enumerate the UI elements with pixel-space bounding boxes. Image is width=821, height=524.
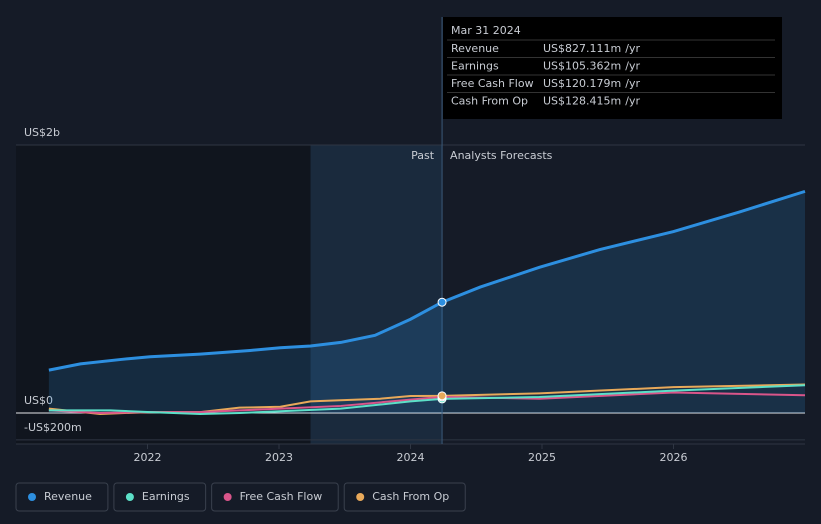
tooltip-label: Cash From Op <box>451 95 528 108</box>
tooltip-unit: /yr <box>625 77 640 90</box>
tooltip-label: Earnings <box>451 60 499 73</box>
legend-swatch[interactable] <box>223 493 232 501</box>
recent-past-region <box>310 145 443 444</box>
x-tick-label: 2022 <box>134 451 162 464</box>
legend-label[interactable]: Revenue <box>44 490 92 503</box>
legend-item[interactable] <box>343 482 466 512</box>
y-tick-label: US$0 <box>24 394 53 407</box>
x-tick-label: 2023 <box>265 451 293 464</box>
legend-label[interactable]: Cash From Op <box>372 490 449 503</box>
x-tick-label: 2026 <box>660 451 688 464</box>
legend-label[interactable]: Earnings <box>142 490 190 503</box>
y-tick-label: US$2b <box>24 126 60 139</box>
tooltip-unit: /yr <box>625 42 640 55</box>
tooltip-title: Mar 31 2024 <box>451 24 521 37</box>
highlight-point <box>437 391 447 401</box>
legend-swatch[interactable] <box>28 493 36 501</box>
series-line <box>48 384 806 415</box>
tooltip-value: US$105.362m <box>543 60 621 73</box>
tooltip-unit: /yr <box>625 95 640 108</box>
legend-label[interactable]: Free Cash Flow <box>240 490 323 503</box>
series-line <box>48 189 806 372</box>
legend-item[interactable] <box>113 482 207 512</box>
legend-item[interactable] <box>211 482 339 512</box>
tooltip-value: US$827.111m <box>543 42 621 55</box>
tooltip-value: US$120.179m <box>543 77 621 90</box>
forecast-label: Analysts Forecasts <box>450 149 553 162</box>
highlight-point <box>437 297 447 307</box>
x-tick-label: 2024 <box>397 451 425 464</box>
legend-item[interactable] <box>15 482 109 512</box>
tooltip <box>443 17 782 119</box>
legend-swatch[interactable] <box>356 493 365 501</box>
tooltip-label: Free Cash Flow <box>451 77 534 90</box>
tooltip-unit: /yr <box>625 60 640 73</box>
past-region <box>16 145 311 444</box>
past-label: Past <box>411 149 435 162</box>
legend-swatch[interactable] <box>125 493 134 501</box>
x-tick-label: 2025 <box>528 451 556 464</box>
tooltip-value: US$128.415m <box>543 95 621 108</box>
y-tick-label: -US$200m <box>24 421 82 434</box>
tooltip-label: Revenue <box>451 42 499 55</box>
